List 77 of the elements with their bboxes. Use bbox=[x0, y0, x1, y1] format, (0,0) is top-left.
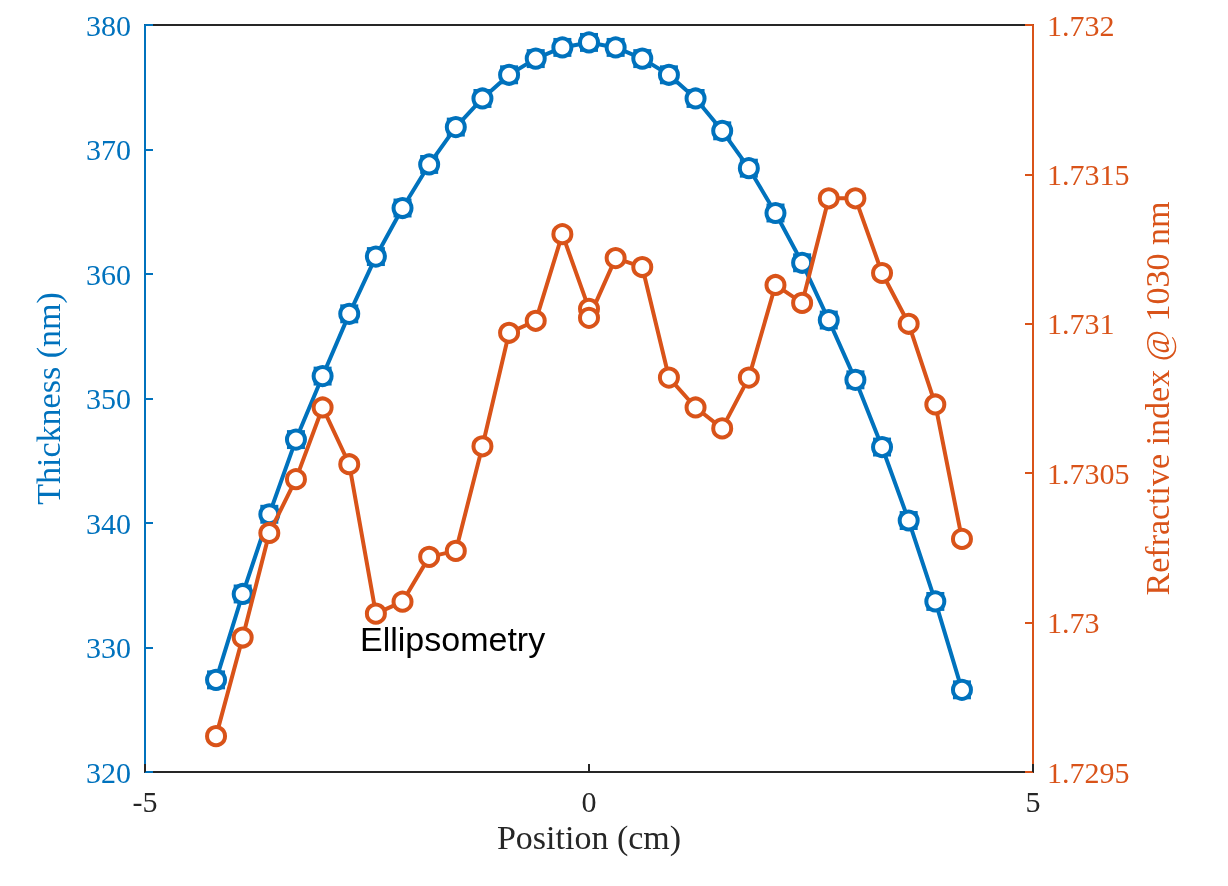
y-tick-label: 360 bbox=[86, 257, 131, 291]
point bbox=[311, 396, 334, 419]
point bbox=[338, 453, 361, 476]
point bbox=[684, 87, 707, 110]
point bbox=[391, 590, 414, 613]
point bbox=[657, 63, 680, 86]
point bbox=[498, 63, 521, 86]
y-tick-label: 380 bbox=[86, 8, 131, 42]
point bbox=[711, 119, 734, 142]
y2-tick-label: 1.7315 bbox=[1047, 157, 1130, 191]
point bbox=[284, 468, 307, 491]
point bbox=[631, 47, 654, 70]
y-tick-label: 340 bbox=[86, 506, 131, 540]
y2-axis-title: Refractive index @ 1030 nm bbox=[1138, 201, 1177, 596]
point bbox=[364, 245, 387, 268]
y-axis-title: Thickness (nm) bbox=[29, 292, 68, 505]
y2-tick-label: 1.732 bbox=[1047, 8, 1115, 42]
point bbox=[444, 116, 467, 139]
point bbox=[391, 197, 414, 220]
point bbox=[737, 157, 760, 180]
point bbox=[551, 36, 574, 59]
point bbox=[205, 725, 228, 748]
point bbox=[338, 302, 361, 325]
point bbox=[631, 256, 654, 279]
point bbox=[578, 31, 600, 54]
y-tick-label: 320 bbox=[86, 755, 131, 789]
point bbox=[871, 436, 894, 459]
y2-tick-label: 1.73 bbox=[1047, 606, 1100, 640]
point bbox=[764, 273, 787, 296]
point bbox=[897, 312, 920, 335]
point bbox=[817, 309, 840, 332]
point bbox=[711, 417, 734, 440]
point bbox=[657, 366, 680, 389]
point bbox=[764, 202, 787, 224]
point bbox=[737, 366, 760, 389]
point bbox=[311, 365, 334, 388]
point bbox=[871, 262, 894, 284]
point bbox=[817, 187, 840, 210]
y-tick-label: 370 bbox=[86, 133, 131, 166]
point bbox=[604, 247, 627, 270]
point bbox=[791, 291, 814, 314]
point bbox=[950, 678, 973, 701]
x-tick-label: 0 bbox=[581, 784, 597, 818]
point bbox=[524, 47, 547, 70]
point bbox=[578, 306, 600, 329]
point bbox=[524, 309, 547, 332]
x-tick-label: -5 bbox=[132, 784, 158, 818]
point bbox=[231, 582, 254, 605]
x-axis-title: Position (cm) bbox=[496, 819, 682, 858]
point bbox=[924, 590, 947, 613]
point bbox=[418, 153, 441, 176]
point bbox=[950, 527, 973, 550]
point bbox=[418, 545, 441, 568]
y2-tick-label: 1.731 bbox=[1047, 307, 1115, 341]
point bbox=[684, 396, 707, 419]
point bbox=[471, 435, 494, 458]
point bbox=[205, 668, 228, 691]
point bbox=[231, 626, 254, 649]
point bbox=[844, 187, 867, 210]
point bbox=[444, 539, 467, 562]
point bbox=[471, 87, 494, 110]
point bbox=[364, 602, 387, 625]
point bbox=[284, 428, 307, 451]
point bbox=[258, 521, 281, 544]
annotation: Ellipsometry bbox=[360, 620, 546, 658]
y-tick-label: 330 bbox=[86, 631, 131, 664]
y2-tick-label: 1.7305 bbox=[1047, 456, 1130, 490]
point bbox=[897, 509, 920, 532]
x-tick-label: 5 bbox=[1025, 784, 1041, 818]
point bbox=[791, 251, 814, 274]
point bbox=[924, 393, 947, 416]
point bbox=[551, 223, 574, 246]
point bbox=[498, 321, 521, 344]
y2-tick-label: 1.7295 bbox=[1047, 755, 1130, 789]
point bbox=[604, 36, 627, 59]
y-tick-label: 350 bbox=[86, 382, 131, 415]
point bbox=[844, 368, 867, 391]
